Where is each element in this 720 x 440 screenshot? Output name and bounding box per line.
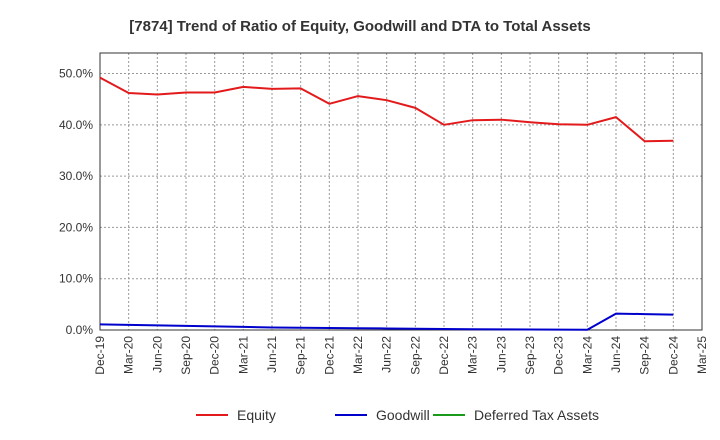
x-tick-label: Dec-24 <box>666 336 680 375</box>
x-axis: Dec-19 Mar-20 Jun-20 Sep-20 Dec-20 Mar-21 Jun-… <box>93 336 709 375</box>
y-tick-label: 40.0% <box>59 118 93 132</box>
x-tick-label: Sep-24 <box>638 336 652 375</box>
grid <box>100 53 702 330</box>
legend-label: Equity <box>237 407 276 423</box>
x-tick-label: Jun-21 <box>265 336 279 373</box>
plot-area <box>99 52 703 331</box>
chart-title: [7874] Trend of Ratio of Equity, Goodwil… <box>129 18 590 35</box>
x-tick-label: Dec-19 <box>93 336 107 375</box>
y-tick-label: 10.0% <box>59 272 93 286</box>
legend: Equity Goodwill Deferred Tax Assets <box>196 407 599 423</box>
x-tick-label: Dec-22 <box>437 336 451 375</box>
x-tick-label: Mar-24 <box>580 336 594 374</box>
x-tick-label: Mar-22 <box>351 336 365 374</box>
y-tick-label: 50.0% <box>59 67 93 81</box>
x-tick-label: Jun-20 <box>150 336 164 373</box>
x-tick-label: Sep-20 <box>179 336 193 375</box>
x-tick-label: Dec-21 <box>322 336 336 375</box>
x-tick-label: Jun-24 <box>609 336 623 373</box>
y-tick-label: 0.0% <box>66 323 94 337</box>
y-tick-label: 30.0% <box>59 169 93 183</box>
y-axis: 0.0% 10.0% 20.0% 30.0% 40.0% 50.0% <box>59 67 93 337</box>
x-tick-label: Jun-23 <box>494 336 508 373</box>
x-tick-label: Sep-21 <box>294 336 308 375</box>
x-tick-label: Sep-22 <box>408 336 422 375</box>
x-tick-label: Mar-23 <box>466 336 480 374</box>
x-tick-label: Mar-21 <box>236 336 250 374</box>
x-tick-label: Mar-20 <box>122 336 136 374</box>
legend-label: Goodwill <box>376 407 430 423</box>
x-tick-label: Dec-23 <box>552 336 566 375</box>
x-tick-label: Jun-22 <box>380 336 394 373</box>
series-line-equity <box>99 76 674 143</box>
legend-label: Deferred Tax Assets <box>474 407 599 423</box>
series-line-goodwill <box>99 312 674 331</box>
x-tick-label: Sep-23 <box>523 336 537 375</box>
y-tick-label: 20.0% <box>59 220 93 234</box>
x-tick-label: Dec-20 <box>208 336 222 375</box>
series-group <box>99 76 674 331</box>
x-tick-label: Mar-25 <box>695 336 709 374</box>
